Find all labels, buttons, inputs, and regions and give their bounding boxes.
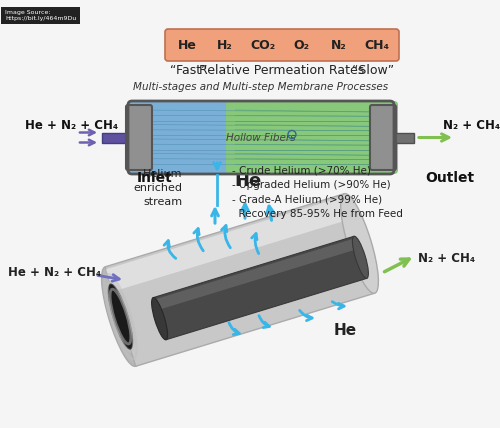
Text: - Crude Helium (>70% He)
- Upgraded Helium (>90% He)
- Grade-A Helium (>99% He)
: - Crude Helium (>70% He) - Upgraded Heli… xyxy=(232,165,403,219)
Text: Relative Permeation Rates: Relative Permeation Rates xyxy=(200,63,364,77)
FancyBboxPatch shape xyxy=(370,105,396,170)
Text: He + N₂ + CH₄: He + N₂ + CH₄ xyxy=(8,267,102,279)
Ellipse shape xyxy=(340,193,378,293)
Bar xyxy=(102,133,132,143)
Text: He: He xyxy=(178,39,197,51)
Polygon shape xyxy=(153,236,367,340)
Text: Hollow Fibers: Hollow Fibers xyxy=(226,133,296,143)
Text: He + N₂ + CH₄: He + N₂ + CH₄ xyxy=(26,119,118,132)
Text: Inlet: Inlet xyxy=(137,171,173,185)
Polygon shape xyxy=(106,194,374,366)
FancyBboxPatch shape xyxy=(128,101,394,174)
Text: CH₄: CH₄ xyxy=(364,39,390,51)
Text: CO₂: CO₂ xyxy=(250,39,276,51)
Text: “Slow”: “Slow” xyxy=(352,63,394,77)
Bar xyxy=(394,133,414,143)
Ellipse shape xyxy=(102,267,140,366)
Text: N₂ + CH₄: N₂ + CH₄ xyxy=(418,252,475,265)
Text: O₂: O₂ xyxy=(293,39,309,51)
Text: “Fast”: “Fast” xyxy=(170,63,207,77)
Text: H₂: H₂ xyxy=(217,39,233,51)
Text: Outlet: Outlet xyxy=(426,171,474,185)
FancyBboxPatch shape xyxy=(126,105,152,170)
Text: Helium
enriched
stream: Helium enriched stream xyxy=(133,169,182,207)
Ellipse shape xyxy=(152,297,168,340)
Ellipse shape xyxy=(352,236,368,278)
Text: N₂ + CH₄: N₂ + CH₄ xyxy=(444,119,500,132)
FancyBboxPatch shape xyxy=(165,29,399,61)
Polygon shape xyxy=(154,238,358,310)
Polygon shape xyxy=(106,196,352,292)
Text: He: He xyxy=(334,323,356,338)
FancyBboxPatch shape xyxy=(226,101,398,174)
Text: Multi-stages and Multi-step Membrane Processes: Multi-stages and Multi-step Membrane Pro… xyxy=(134,82,388,92)
Ellipse shape xyxy=(108,284,132,349)
Text: Image Source:
https://bit.ly/464m9Du: Image Source: https://bit.ly/464m9Du xyxy=(5,10,76,21)
Text: N₂: N₂ xyxy=(331,39,347,51)
Text: He: He xyxy=(234,172,262,190)
